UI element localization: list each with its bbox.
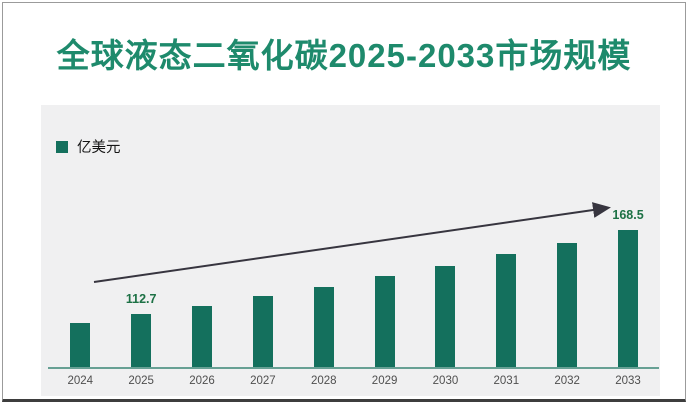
chart-title: 全球液态二氧化碳2025-2033市场规模 xyxy=(56,37,632,74)
x-axis-line xyxy=(48,367,659,369)
x-tick-2033: 2033 xyxy=(615,375,641,387)
legend-swatch-icon xyxy=(56,140,68,153)
legend: 亿美元 xyxy=(56,136,121,157)
legend-label: 亿美元 xyxy=(77,140,121,156)
value-label-2025: 112.7 xyxy=(125,291,157,306)
bar-2032 xyxy=(557,242,578,367)
bar-2026 xyxy=(192,305,213,367)
x-tick-2027: 2027 xyxy=(250,375,276,387)
x-tick-2032: 2032 xyxy=(554,375,580,387)
chart-panel: 亿美元 112.7 168.5 2024 2025 2026 2027 2028 2029 2… xyxy=(41,105,660,396)
x-tick-2030: 2030 xyxy=(432,375,459,387)
bar-group-2031 xyxy=(476,254,536,367)
bar-2031 xyxy=(496,254,517,367)
bar-2029 xyxy=(374,276,395,367)
bar-2025 xyxy=(131,314,152,367)
x-tick-2024: 2024 xyxy=(67,375,94,387)
bar-group-2024 xyxy=(50,322,110,367)
x-tick-2031: 2031 xyxy=(493,375,520,387)
bar-group-2027 xyxy=(233,296,293,367)
bar-group-2028 xyxy=(294,286,354,367)
bar-2027 xyxy=(252,296,273,367)
x-tick-2026: 2026 xyxy=(189,375,215,387)
bar-2030 xyxy=(435,265,456,367)
x-tick-2028: 2028 xyxy=(310,375,337,387)
bar-2033 xyxy=(618,230,639,367)
bar-2024 xyxy=(70,322,91,367)
plot-area: 112.7 168.5 2024 2025 2026 2027 2028 2029 2030 2… xyxy=(41,105,660,396)
x-tick-2025: 2025 xyxy=(128,375,154,387)
bar-group-2026 xyxy=(172,305,232,367)
bar-group-2032 xyxy=(537,242,597,367)
value-label-2033: 168.5 xyxy=(612,207,644,222)
x-tick-2029: 2029 xyxy=(371,375,398,387)
bar-group-2030 xyxy=(415,265,475,367)
bar-2028 xyxy=(313,286,334,367)
window-frame: 全球液态二氧化碳2025-2033市场规模 亿美元 112.7 168.5 xyxy=(2,2,686,402)
bar-group-2025: 112.7 xyxy=(111,293,171,367)
bar-group-2033: 168.5 xyxy=(598,207,658,367)
bar-group-2029 xyxy=(355,276,415,367)
